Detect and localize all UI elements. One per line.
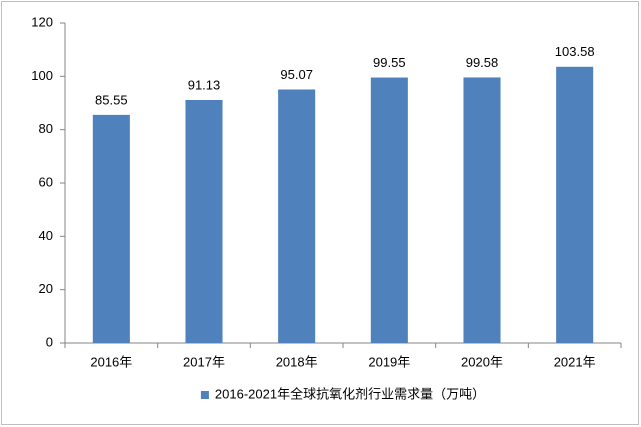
data-label: 95.07 [280, 67, 313, 82]
legend-label: 2016-2021年全球抗氧化剂行业需求量（万吨） [215, 386, 485, 401]
y-tick-label: 100 [31, 68, 53, 83]
x-tick-label: 2021年 [554, 354, 596, 369]
bar [185, 99, 223, 343]
y-tick-label: 80 [39, 121, 53, 136]
bar [556, 66, 594, 343]
legend-swatch [200, 391, 209, 399]
bar [278, 89, 316, 343]
y-tick-label: 0 [46, 334, 53, 349]
y-tick-label: 20 [39, 281, 53, 296]
bar [370, 77, 408, 344]
y-tick-label: 120 [31, 14, 53, 29]
x-tick-label: 2017年 [183, 354, 225, 369]
bar [92, 114, 130, 343]
x-tick-label: 2020年 [461, 354, 503, 369]
bar [463, 77, 501, 343]
x-tick-label: 2016年 [90, 354, 132, 369]
y-tick-label: 60 [39, 174, 53, 189]
x-tick-label: 2019年 [368, 354, 410, 369]
y-tick-label: 40 [39, 228, 53, 243]
data-label: 103.58 [555, 44, 595, 59]
data-label: 85.55 [95, 92, 128, 107]
data-label: 91.13 [188, 77, 221, 92]
data-label: 99.55 [373, 55, 406, 70]
x-tick-label: 2018年 [276, 354, 318, 369]
data-label: 99.58 [466, 55, 499, 70]
